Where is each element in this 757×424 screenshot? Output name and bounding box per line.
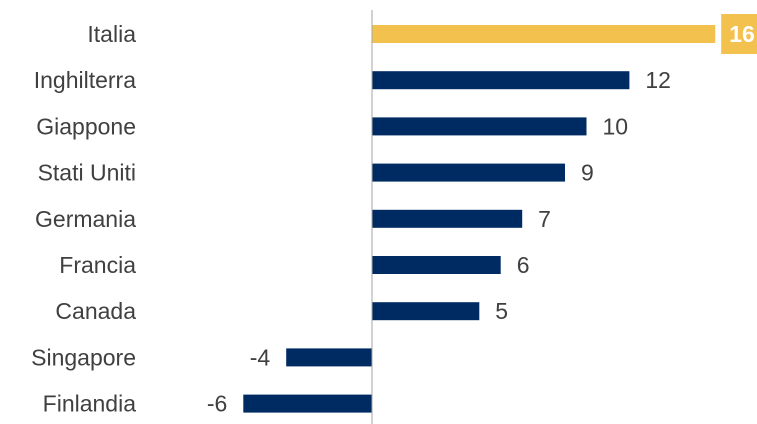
value-label: -6 [207, 391, 227, 417]
category-label: Giappone [36, 113, 136, 139]
value-label: 6 [517, 252, 530, 278]
value-label: 12 [645, 67, 671, 93]
labels-group: Italia 16 Inghilterra 12 Giappone 10 Stati Uni… [31, 14, 757, 417]
category-label: Singapore [31, 344, 136, 370]
value-label: 9 [581, 160, 594, 186]
category-label: Canada [55, 298, 136, 324]
bar-inghilterra [372, 71, 630, 90]
bar-germania [372, 209, 523, 228]
category-label: Stati Uniti [38, 160, 136, 186]
bar-francia [372, 256, 501, 274]
bar-finlandia [243, 394, 372, 413]
bar-singapore [286, 348, 372, 367]
category-label: Italia [87, 21, 136, 47]
category-label: Finlandia [43, 391, 137, 417]
value-label: 7 [538, 206, 551, 232]
bars-group [243, 25, 716, 413]
value-label: 5 [495, 298, 508, 324]
value-label: 16 [729, 21, 755, 47]
bar-giappone [372, 117, 587, 136]
bar-italia [372, 25, 716, 43]
category-label: Francia [59, 252, 136, 278]
highlight-label-box [721, 14, 757, 54]
category-label: Germania [35, 206, 136, 232]
value-label: -4 [250, 344, 271, 370]
bar-stati-uniti [372, 163, 565, 182]
value-label: 10 [603, 113, 629, 139]
category-label: Inghilterra [34, 67, 136, 93]
bar-canada [372, 302, 480, 321]
